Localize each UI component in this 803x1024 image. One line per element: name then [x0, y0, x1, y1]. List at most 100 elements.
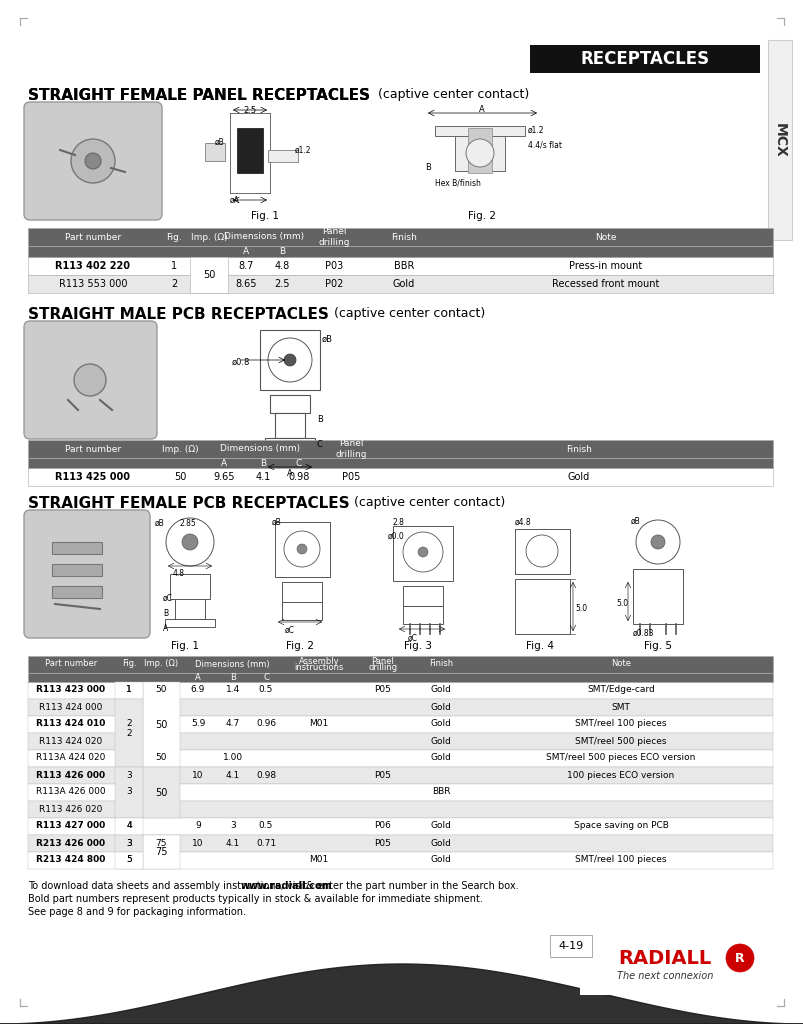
Text: 50: 50 [155, 685, 166, 694]
Text: 9.65: 9.65 [213, 472, 234, 482]
Text: Fig.: Fig. [121, 659, 137, 669]
Text: øB: øB [321, 335, 332, 344]
Text: 3: 3 [126, 770, 132, 779]
Text: C: C [316, 440, 323, 449]
Bar [632, 569, 683, 624]
Text: M01: M01 [309, 720, 328, 728]
Text: P05: P05 [374, 839, 391, 848]
Bar [143, 767, 180, 818]
FancyBboxPatch shape [24, 102, 161, 220]
Bar [402, 586, 442, 606]
Text: 2.5: 2.5 [274, 279, 289, 289]
Bar [28, 750, 772, 767]
Bar [28, 835, 772, 852]
Text: Fig. 5: Fig. 5 [643, 641, 671, 651]
Text: 4-19: 4-19 [557, 941, 583, 951]
Text: Panel
drilling: Panel drilling [335, 439, 366, 459]
Circle shape [402, 532, 442, 572]
Text: B: B [230, 673, 235, 682]
Text: 4.4/s flat: 4.4/s flat [528, 140, 561, 150]
Circle shape [635, 520, 679, 564]
Bar [275, 413, 304, 438]
Text: 1: 1 [126, 685, 132, 694]
FancyBboxPatch shape [24, 510, 150, 638]
Bar [175, 599, 205, 618]
Text: 75: 75 [155, 839, 166, 848]
Text: 3: 3 [126, 787, 132, 797]
Text: (captive center contact): (captive center contact) [373, 88, 528, 101]
Text: 1.4: 1.4 [226, 685, 240, 694]
Bar [143, 835, 180, 869]
Bar [237, 128, 263, 173]
Text: R113 423 000: R113 423 000 [36, 685, 105, 694]
Text: RECEPTACLES: RECEPTACLES [580, 50, 709, 68]
Text: A: A [287, 469, 292, 477]
Bar [28, 514, 146, 634]
Text: 9: 9 [195, 821, 201, 830]
Text: øC: øC [407, 634, 418, 643]
Text: & enter the part number in the Search box.: & enter the part number in the Search bo… [303, 881, 518, 891]
Bar [52, 586, 102, 598]
Bar [434, 126, 524, 136]
Bar [28, 767, 772, 784]
Text: Gold: Gold [430, 754, 450, 763]
Text: 1.00: 1.00 [222, 754, 243, 763]
Text: P02: P02 [324, 279, 343, 289]
Circle shape [283, 354, 296, 366]
Bar [28, 257, 772, 275]
Text: 0.98: 0.98 [288, 472, 309, 482]
Text: BBR: BBR [393, 261, 414, 271]
Text: R113 553 000: R113 553 000 [59, 279, 127, 289]
Text: ø4.8: ø4.8 [515, 518, 531, 527]
Bar [259, 330, 320, 390]
Text: R113 427 000: R113 427 000 [36, 821, 105, 830]
Text: SMT/Edge-card: SMT/Edge-card [586, 685, 654, 694]
Bar [270, 395, 310, 413]
Text: 2.85: 2.85 [180, 519, 197, 528]
Bar [190, 257, 228, 293]
Text: A: A [221, 459, 226, 468]
Text: (captive center contact): (captive center contact) [349, 496, 504, 509]
Text: RADIALL: RADIALL [618, 948, 711, 968]
Bar [28, 818, 772, 835]
Bar [28, 106, 158, 216]
Text: 4: 4 [126, 821, 132, 830]
Text: 3: 3 [126, 839, 132, 848]
Bar [28, 673, 772, 682]
Bar [52, 564, 102, 575]
Text: øB: øB [630, 517, 640, 526]
Text: See page 8 and 9 for packaging information.: See page 8 and 9 for packaging informati… [28, 907, 246, 918]
Bar [205, 143, 225, 161]
Text: Fig. 2: Fig. 2 [286, 641, 314, 651]
Bar [393, 526, 452, 581]
Text: 4.7: 4.7 [226, 720, 240, 728]
Text: MCX: MCX [772, 123, 786, 158]
Text: Gold: Gold [430, 685, 450, 694]
Bar [28, 228, 772, 246]
Bar [143, 682, 180, 767]
Text: øB: øB [155, 519, 165, 528]
Text: SMT: SMT [611, 702, 630, 712]
Text: Imp. (Ω): Imp. (Ω) [190, 232, 227, 242]
Text: Gold: Gold [430, 821, 450, 830]
Text: 50: 50 [155, 787, 167, 798]
Bar [28, 784, 772, 801]
Text: Note: Note [594, 232, 616, 242]
Text: Imp. (Ω): Imp. (Ω) [144, 659, 177, 669]
Text: drilling: drilling [368, 664, 397, 673]
Text: 6.9: 6.9 [190, 685, 205, 694]
Text: 4.8: 4.8 [173, 569, 185, 578]
Text: R113 402 220: R113 402 220 [55, 261, 130, 271]
Bar [275, 522, 329, 577]
Bar [115, 767, 143, 818]
Bar [402, 606, 442, 624]
Text: Fig. 1: Fig. 1 [171, 641, 199, 651]
Bar [767, 40, 791, 240]
Text: R113A 424 020: R113A 424 020 [36, 754, 105, 763]
Text: SMT/reel 100 pieces: SMT/reel 100 pieces [574, 855, 666, 864]
Bar [282, 582, 321, 602]
Text: Part number: Part number [65, 444, 121, 454]
Text: Fig. 4: Fig. 4 [525, 641, 553, 651]
Bar [115, 682, 143, 699]
Text: øB: øB [214, 138, 225, 147]
